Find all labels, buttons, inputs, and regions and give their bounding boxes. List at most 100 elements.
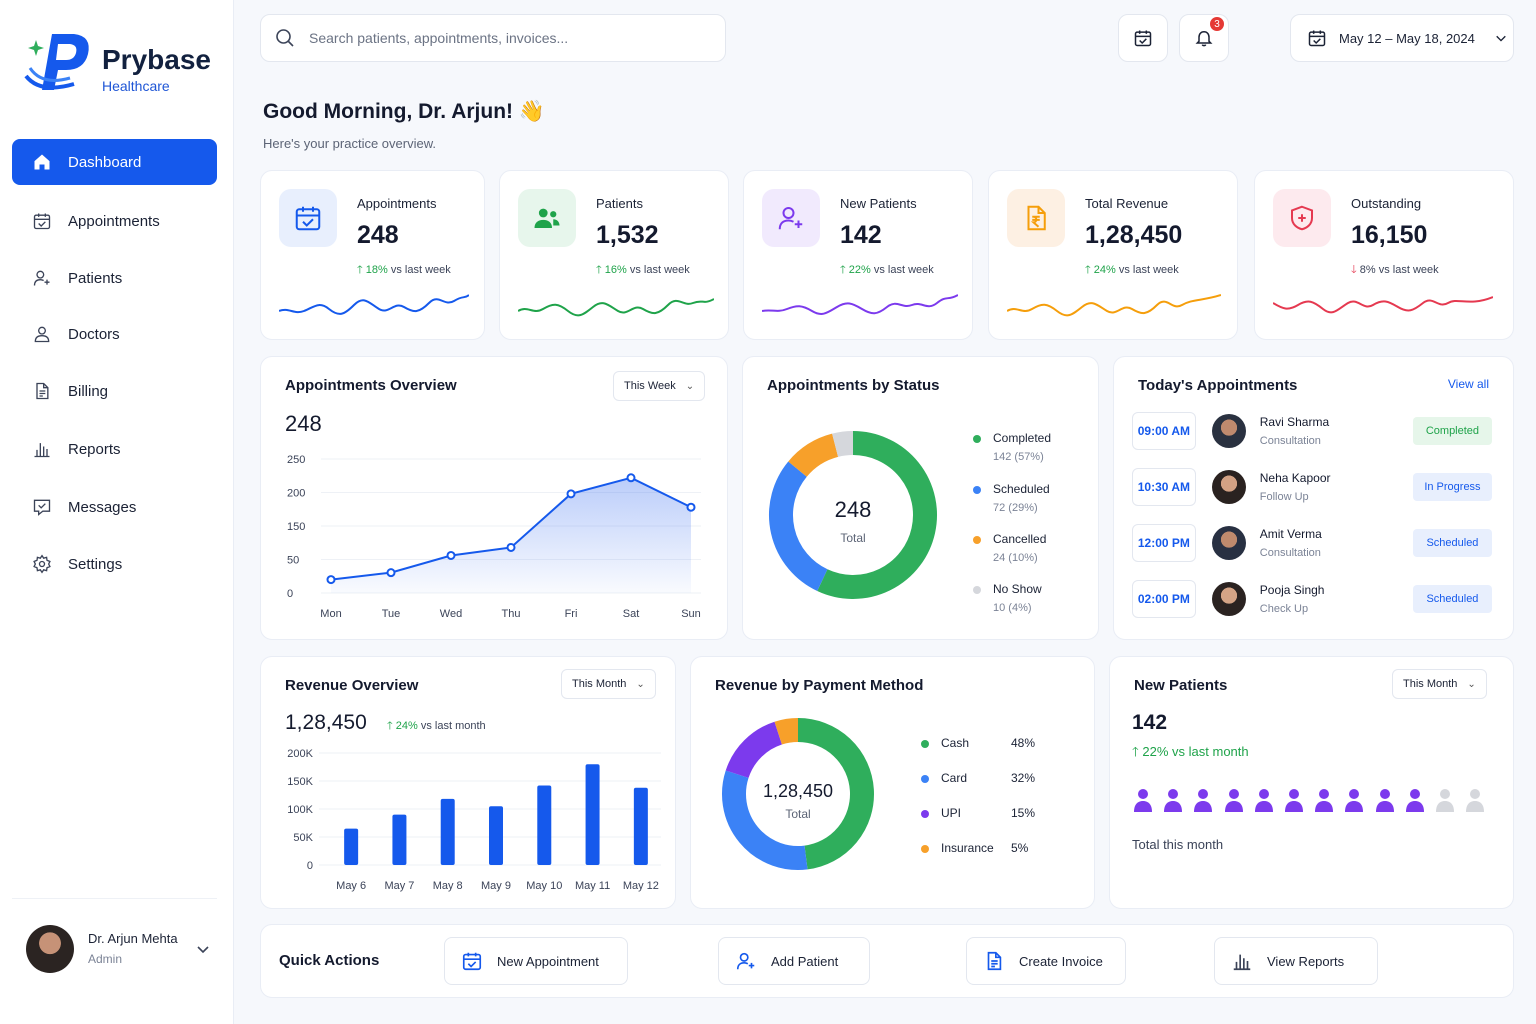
user-plus-icon [33,270,50,286]
calendar-icon [33,213,51,230]
sidebar-item-billing[interactable]: Billing [12,368,217,414]
sparkline-chart [762,294,958,315]
stat-card-outstanding[interactable]: Outstanding 16,150 🡓 8% vs last week [1254,170,1514,340]
home-icon [34,154,50,170]
appointment-time: 12:00 PM [1132,524,1196,562]
person-icon [1254,789,1273,812]
bar [489,806,503,865]
calendar-icon [1134,30,1152,47]
sidebar-item-appointments[interactable]: Appointments [12,198,217,244]
chevron-down-icon[interactable] [196,942,210,956]
appointments-status-card: Appointments by Status 248 Total Complet… [742,356,1099,640]
data-point [386,568,396,578]
stat-value: 248 [357,221,399,249]
period-dropdown[interactable]: This Month ⌄ [1392,669,1487,699]
view-reports-button[interactable]: View Reports [1214,937,1378,985]
stat-label: New Patients [840,196,917,211]
data-point [686,502,696,512]
status-badge: Completed [1412,417,1493,445]
shield-plus-icon [1273,189,1331,247]
card-title: New Patients [1134,677,1228,694]
avatar [1211,582,1246,616]
sparkline-chart [518,298,714,317]
sidebar-item-dashboard[interactable]: Dashboard [12,139,217,185]
data-point [506,542,516,552]
stat-change: 🡑 22% vs last week [840,264,934,276]
new-appointment-button[interactable]: New Appointment [444,937,628,985]
stat-value: 16,150 [1351,221,1428,249]
appointment-row[interactable]: 10:30 AM Neha Kapoor Follow Up In Progres… [1132,467,1493,507]
x-tick-label: May 11 [575,880,610,892]
period-dropdown[interactable]: This Month ⌄ [561,669,656,699]
donut-total: 1,28,450 [762,781,834,801]
user-role: Admin [88,952,123,966]
person-icon [1284,789,1303,812]
new-patients-card: New Patients This Month ⌄ 142 🡑 22% vs la… [1109,656,1514,909]
date-range-picker[interactable]: May 12 – May 18, 2024 [1290,14,1514,62]
y-tick-label: 200 [287,488,305,500]
stat-change: 🡑 18% vs last week [357,264,451,276]
card-title: Appointments Overview [285,377,457,394]
stat-change: 🡑 16% vs last week [596,264,690,276]
notifications-button[interactable]: 3 [1179,14,1229,62]
sidebar-item-reports[interactable]: Reports [12,426,217,472]
arrow-up-icon: 🡑 [357,264,366,276]
sidebar-item-settings[interactable]: Settings [12,541,217,587]
status-badge: Scheduled [1412,529,1493,557]
card-title: Revenue by Payment Method [715,677,924,694]
brand-logo[interactable]: Prybase Healthcare [22,28,222,98]
period-dropdown[interactable]: This Week ⌄ [613,371,706,401]
appointment-row[interactable]: 02:00 PM Pooja Singh Check Up Scheduled [1132,579,1493,619]
stat-label: Patients [596,196,643,211]
x-tick-label: May 12 [623,880,659,892]
x-tick-label: Tue [382,608,401,620]
person-icon [1435,789,1454,812]
y-tick-label: 250 [287,454,305,466]
legend-item: UPI 15% [921,806,1041,820]
legend-item: Scheduled 72 (29%) [973,482,1050,514]
brand-subtitle: Healthcare [102,78,170,94]
stat-card-new-patients[interactable]: New Patients 142 🡑 22% vs last week [743,170,973,340]
stat-card-appointments[interactable]: Appointments 248 🡑 18% vs last week [260,170,485,340]
x-tick-label: Fri [565,608,578,620]
calendar-check-icon [279,189,337,247]
y-tick-label: 100K [287,804,313,816]
appointments-total: 248 [285,411,322,436]
calendar-button[interactable] [1118,14,1168,62]
person-icon [1194,789,1213,812]
sidebar-item-doctors[interactable]: Doctors [12,311,217,357]
donut-slice [725,721,783,779]
appointment-row[interactable]: 12:00 PM Amit Verma Consultation Schedule… [1132,523,1493,563]
brand-name: Prybase [102,44,211,75]
donut-total-label: Total [785,807,811,821]
view-all-link[interactable]: View all [1447,377,1489,391]
x-tick-label: May 7 [384,880,414,892]
create-invoice-button[interactable]: Create Invoice [966,937,1126,985]
status-donut-chart [769,431,937,599]
stat-value: 1,532 [596,221,659,249]
sidebar-item-patients[interactable]: Patients [12,255,217,301]
appointment-row[interactable]: 09:00 AM Ravi Sharma Consultation Complet… [1132,411,1493,451]
person-icon [1224,789,1243,812]
sparkline-chart [279,294,469,315]
add-patient-button[interactable]: Add Patient [718,937,870,985]
bar [585,764,600,865]
avatar [1211,526,1246,560]
page-title: Good Morning, Dr. Arjun! 👋 [263,100,546,123]
donut-slice [797,718,874,870]
patient-name: Pooja Singh [1259,583,1325,597]
sparkline-chart [1007,294,1221,317]
stat-card-patients[interactable]: Patients 1,532 🡑 16% vs last week [499,170,729,340]
search-input[interactable] [309,30,689,46]
search-bar[interactable] [260,14,726,62]
page-subtitle: Here's your practice overview. [263,136,436,151]
donut-slice [788,433,839,478]
sidebar-item-label: Appointments [68,212,160,230]
sidebar-item-messages[interactable]: Messages [12,484,217,530]
stat-card-total-revenue[interactable]: Total Revenue 1,28,450 🡑 24% vs last wee… [988,170,1238,340]
appointment-time: 09:00 AM [1132,412,1196,450]
y-tick-label: 150 [287,521,305,533]
user-profile[interactable]: Dr. Arjun Mehta Admin [12,898,217,998]
appointment-type: Follow Up [1259,491,1309,503]
payment-method-card: Revenue by Payment Method 1,28,450 Total… [690,656,1095,909]
